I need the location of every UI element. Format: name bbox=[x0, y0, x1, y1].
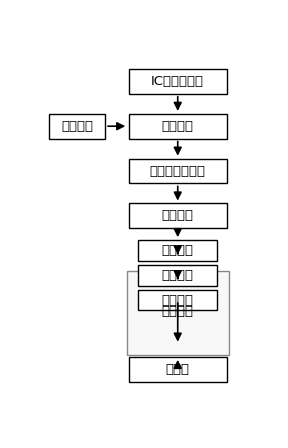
Text: 二维码生成模块: 二维码生成模块 bbox=[150, 164, 206, 177]
Bar bbox=[127, 271, 228, 355]
Text: 按键模块: 按键模块 bbox=[61, 120, 93, 133]
Bar bbox=[129, 69, 227, 94]
Bar bbox=[129, 159, 227, 184]
Text: 支付单元: 支付单元 bbox=[162, 269, 194, 282]
Text: 显示模块: 显示模块 bbox=[162, 209, 194, 222]
Text: 服务器: 服务器 bbox=[166, 363, 190, 376]
Bar bbox=[129, 203, 227, 228]
Bar bbox=[138, 240, 217, 261]
Bar bbox=[138, 290, 217, 310]
Bar bbox=[129, 114, 227, 138]
Text: 处理模块: 处理模块 bbox=[162, 120, 194, 133]
Bar bbox=[50, 114, 105, 138]
Text: IC卡读卡模块: IC卡读卡模块 bbox=[151, 75, 204, 88]
Text: 移动设备: 移动设备 bbox=[162, 305, 194, 318]
Text: 扫码单元: 扫码单元 bbox=[162, 244, 194, 257]
Bar bbox=[129, 357, 227, 382]
Bar bbox=[138, 265, 217, 285]
Text: 通信单元: 通信单元 bbox=[162, 293, 194, 306]
